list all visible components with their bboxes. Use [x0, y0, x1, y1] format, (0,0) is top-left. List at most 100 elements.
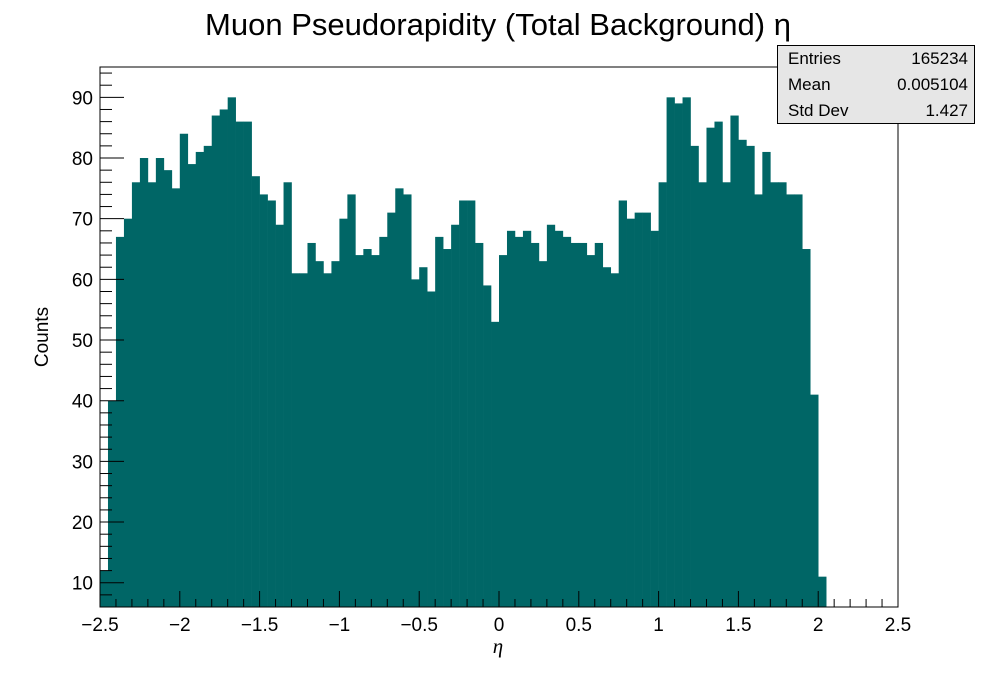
histogram-bar — [419, 267, 428, 607]
histogram-bar — [259, 194, 268, 608]
histogram-bar — [690, 145, 699, 607]
histogram-bar — [794, 194, 803, 608]
histogram-bar — [674, 103, 683, 608]
histogram-bar — [451, 224, 460, 607]
histogram-bar — [626, 218, 635, 607]
x-tick-label: 0 — [494, 615, 505, 636]
histogram-bar — [483, 285, 492, 607]
histogram-bar — [251, 176, 260, 607]
x-tick-label: −2.5 — [81, 615, 119, 636]
histogram-bar — [578, 242, 588, 607]
x-tick-label: −1.5 — [241, 615, 279, 636]
histogram-bar — [411, 279, 420, 607]
y-tick-label: 20 — [72, 513, 93, 534]
histogram-bar — [123, 218, 133, 607]
histogram-bar — [427, 291, 436, 607]
x-tick-label: 1 — [653, 615, 664, 636]
histogram-bar — [275, 224, 284, 607]
histogram-bar — [754, 194, 763, 608]
x-tick-label: −2 — [169, 615, 191, 636]
histogram-bar — [235, 121, 244, 607]
histogram-bar — [211, 115, 220, 607]
histogram-bar — [435, 236, 444, 607]
x-axis: −2.5 −2 −1.5 −1 −0.5 0 0.5 1 1.5 2 2.5 — [81, 591, 911, 636]
histogram-bar — [618, 200, 627, 607]
y-tick-label: 90 — [72, 88, 93, 109]
histogram-bar — [371, 255, 380, 607]
y-axis: 10 20 30 40 50 60 70 80 90 — [72, 72, 124, 608]
y-tick-label: 10 — [72, 574, 93, 595]
histogram-bar — [147, 182, 157, 608]
histogram-bar — [379, 236, 388, 607]
y-tick-label: 40 — [72, 392, 93, 413]
histogram-bar — [131, 182, 141, 608]
histogram-bar — [810, 394, 819, 607]
stats-row-stddev: Std Dev 1.427 — [778, 98, 974, 124]
histogram-bar — [538, 261, 548, 607]
histogram-bar — [778, 182, 787, 608]
y-tick-label: 30 — [72, 452, 93, 473]
histogram-bar — [307, 242, 316, 607]
histogram-bar — [219, 109, 228, 607]
bars-group — [100, 97, 827, 608]
histogram-bar — [714, 121, 723, 607]
x-tick-label: 1.5 — [725, 615, 751, 636]
histogram-bar — [363, 249, 372, 608]
histogram-bar — [650, 230, 659, 607]
histogram-bar — [514, 236, 524, 607]
histogram-bar — [546, 224, 556, 607]
histogram-bar — [155, 158, 165, 607]
histogram-bar — [570, 242, 580, 607]
histogram-bar — [666, 97, 675, 607]
histogram-bar — [786, 194, 795, 608]
histogram-bar — [642, 212, 651, 607]
stats-stddev-value: 1.427 — [925, 101, 968, 120]
histogram-bar — [203, 145, 213, 607]
stats-entries-value: 165234 — [911, 49, 968, 68]
chart-title: Muon Pseudorapidity (Total Background) η — [205, 7, 791, 42]
histogram-bar — [331, 261, 340, 607]
histogram-bar — [467, 200, 476, 607]
histogram-bar — [459, 200, 468, 607]
histogram-bar — [610, 273, 619, 607]
histogram-bar — [187, 164, 197, 607]
histogram-bar — [347, 194, 356, 608]
histogram-bar — [602, 267, 612, 607]
histogram-bar — [698, 182, 707, 608]
histogram-bar — [682, 97, 691, 607]
stats-stddev-label: Std Dev — [788, 101, 849, 120]
histogram-bar — [802, 249, 811, 608]
histogram-bar — [139, 158, 149, 607]
histogram-bar — [818, 576, 827, 607]
x-tick-label: 2 — [813, 615, 824, 636]
histogram-bar — [115, 236, 125, 607]
histogram-bar — [746, 145, 755, 607]
histogram-bar — [403, 194, 412, 608]
y-tick-label: 70 — [72, 210, 93, 231]
y-tick-label: 80 — [72, 149, 93, 170]
stats-mean-value: 0.005104 — [897, 75, 968, 94]
y-tick-label: 60 — [72, 270, 93, 291]
stats-row-entries: Entries 165234 — [778, 46, 974, 72]
histogram-bar — [323, 273, 332, 607]
histogram-bar — [634, 212, 643, 607]
histogram-bar — [299, 273, 308, 607]
histogram-bar — [315, 261, 324, 607]
histogram-bar — [291, 273, 300, 607]
x-tick-label: −0.5 — [400, 615, 438, 636]
histogram-bar — [658, 182, 667, 608]
x-tick-label: 2.5 — [885, 615, 911, 636]
stats-box: Entries 165234 Mean 0.005104 Std Dev 1.4… — [777, 45, 975, 124]
histogram-bar — [499, 255, 508, 607]
histogram-bar — [506, 230, 516, 607]
histogram-bar — [722, 182, 731, 608]
histogram-bar — [770, 182, 779, 608]
histogram-bar — [163, 170, 173, 608]
y-tick-label: 50 — [72, 331, 93, 352]
histogram-bar — [594, 242, 604, 607]
histogram-bar — [475, 242, 484, 607]
x-tick-label: −1 — [329, 615, 351, 636]
histogram-bar — [730, 115, 739, 607]
histogram-bar — [107, 400, 117, 607]
histogram-bar — [355, 255, 364, 607]
